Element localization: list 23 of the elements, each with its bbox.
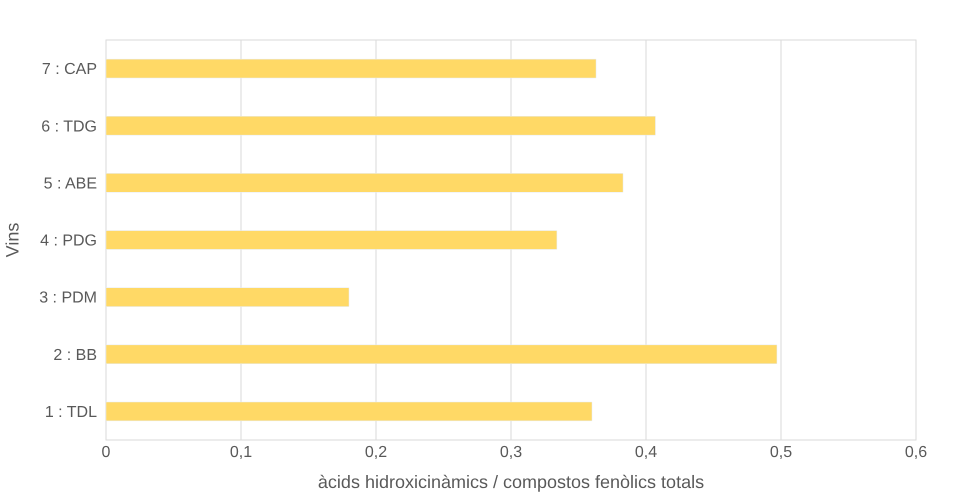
x-tick-label: 0,4 xyxy=(634,444,658,461)
y-axis-title: Vins xyxy=(2,222,22,258)
bar xyxy=(106,58,596,78)
y-tick-label: 3 : PDM xyxy=(39,290,97,307)
y-tick-label: 5 : ABE xyxy=(44,175,97,192)
x-tick-label: 0,3 xyxy=(500,444,522,461)
x-tick-label: 0,2 xyxy=(364,444,388,461)
bar xyxy=(106,402,592,422)
x-tick-label: 0,1 xyxy=(230,444,252,461)
y-tick-label: 6 : TDG xyxy=(41,118,97,136)
x-axis-title: àcids hidroxicinàmics / compostos fenòlics totals xyxy=(318,472,704,492)
bar xyxy=(106,116,656,136)
bar xyxy=(106,344,778,364)
y-tick-label: 1 : TDL xyxy=(44,404,98,422)
bar xyxy=(106,173,624,193)
y-tick-label: 2 : BB xyxy=(53,346,97,364)
x-tick-label: 0 xyxy=(102,444,111,461)
x-tick-label: 0,5 xyxy=(770,444,792,461)
y-tick-label: 7 : CAP xyxy=(42,61,97,78)
bar xyxy=(106,287,350,307)
x-tick-label: 0,6 xyxy=(904,444,928,461)
y-tick-label: 4 : PDG xyxy=(40,232,97,250)
bar xyxy=(106,230,558,250)
